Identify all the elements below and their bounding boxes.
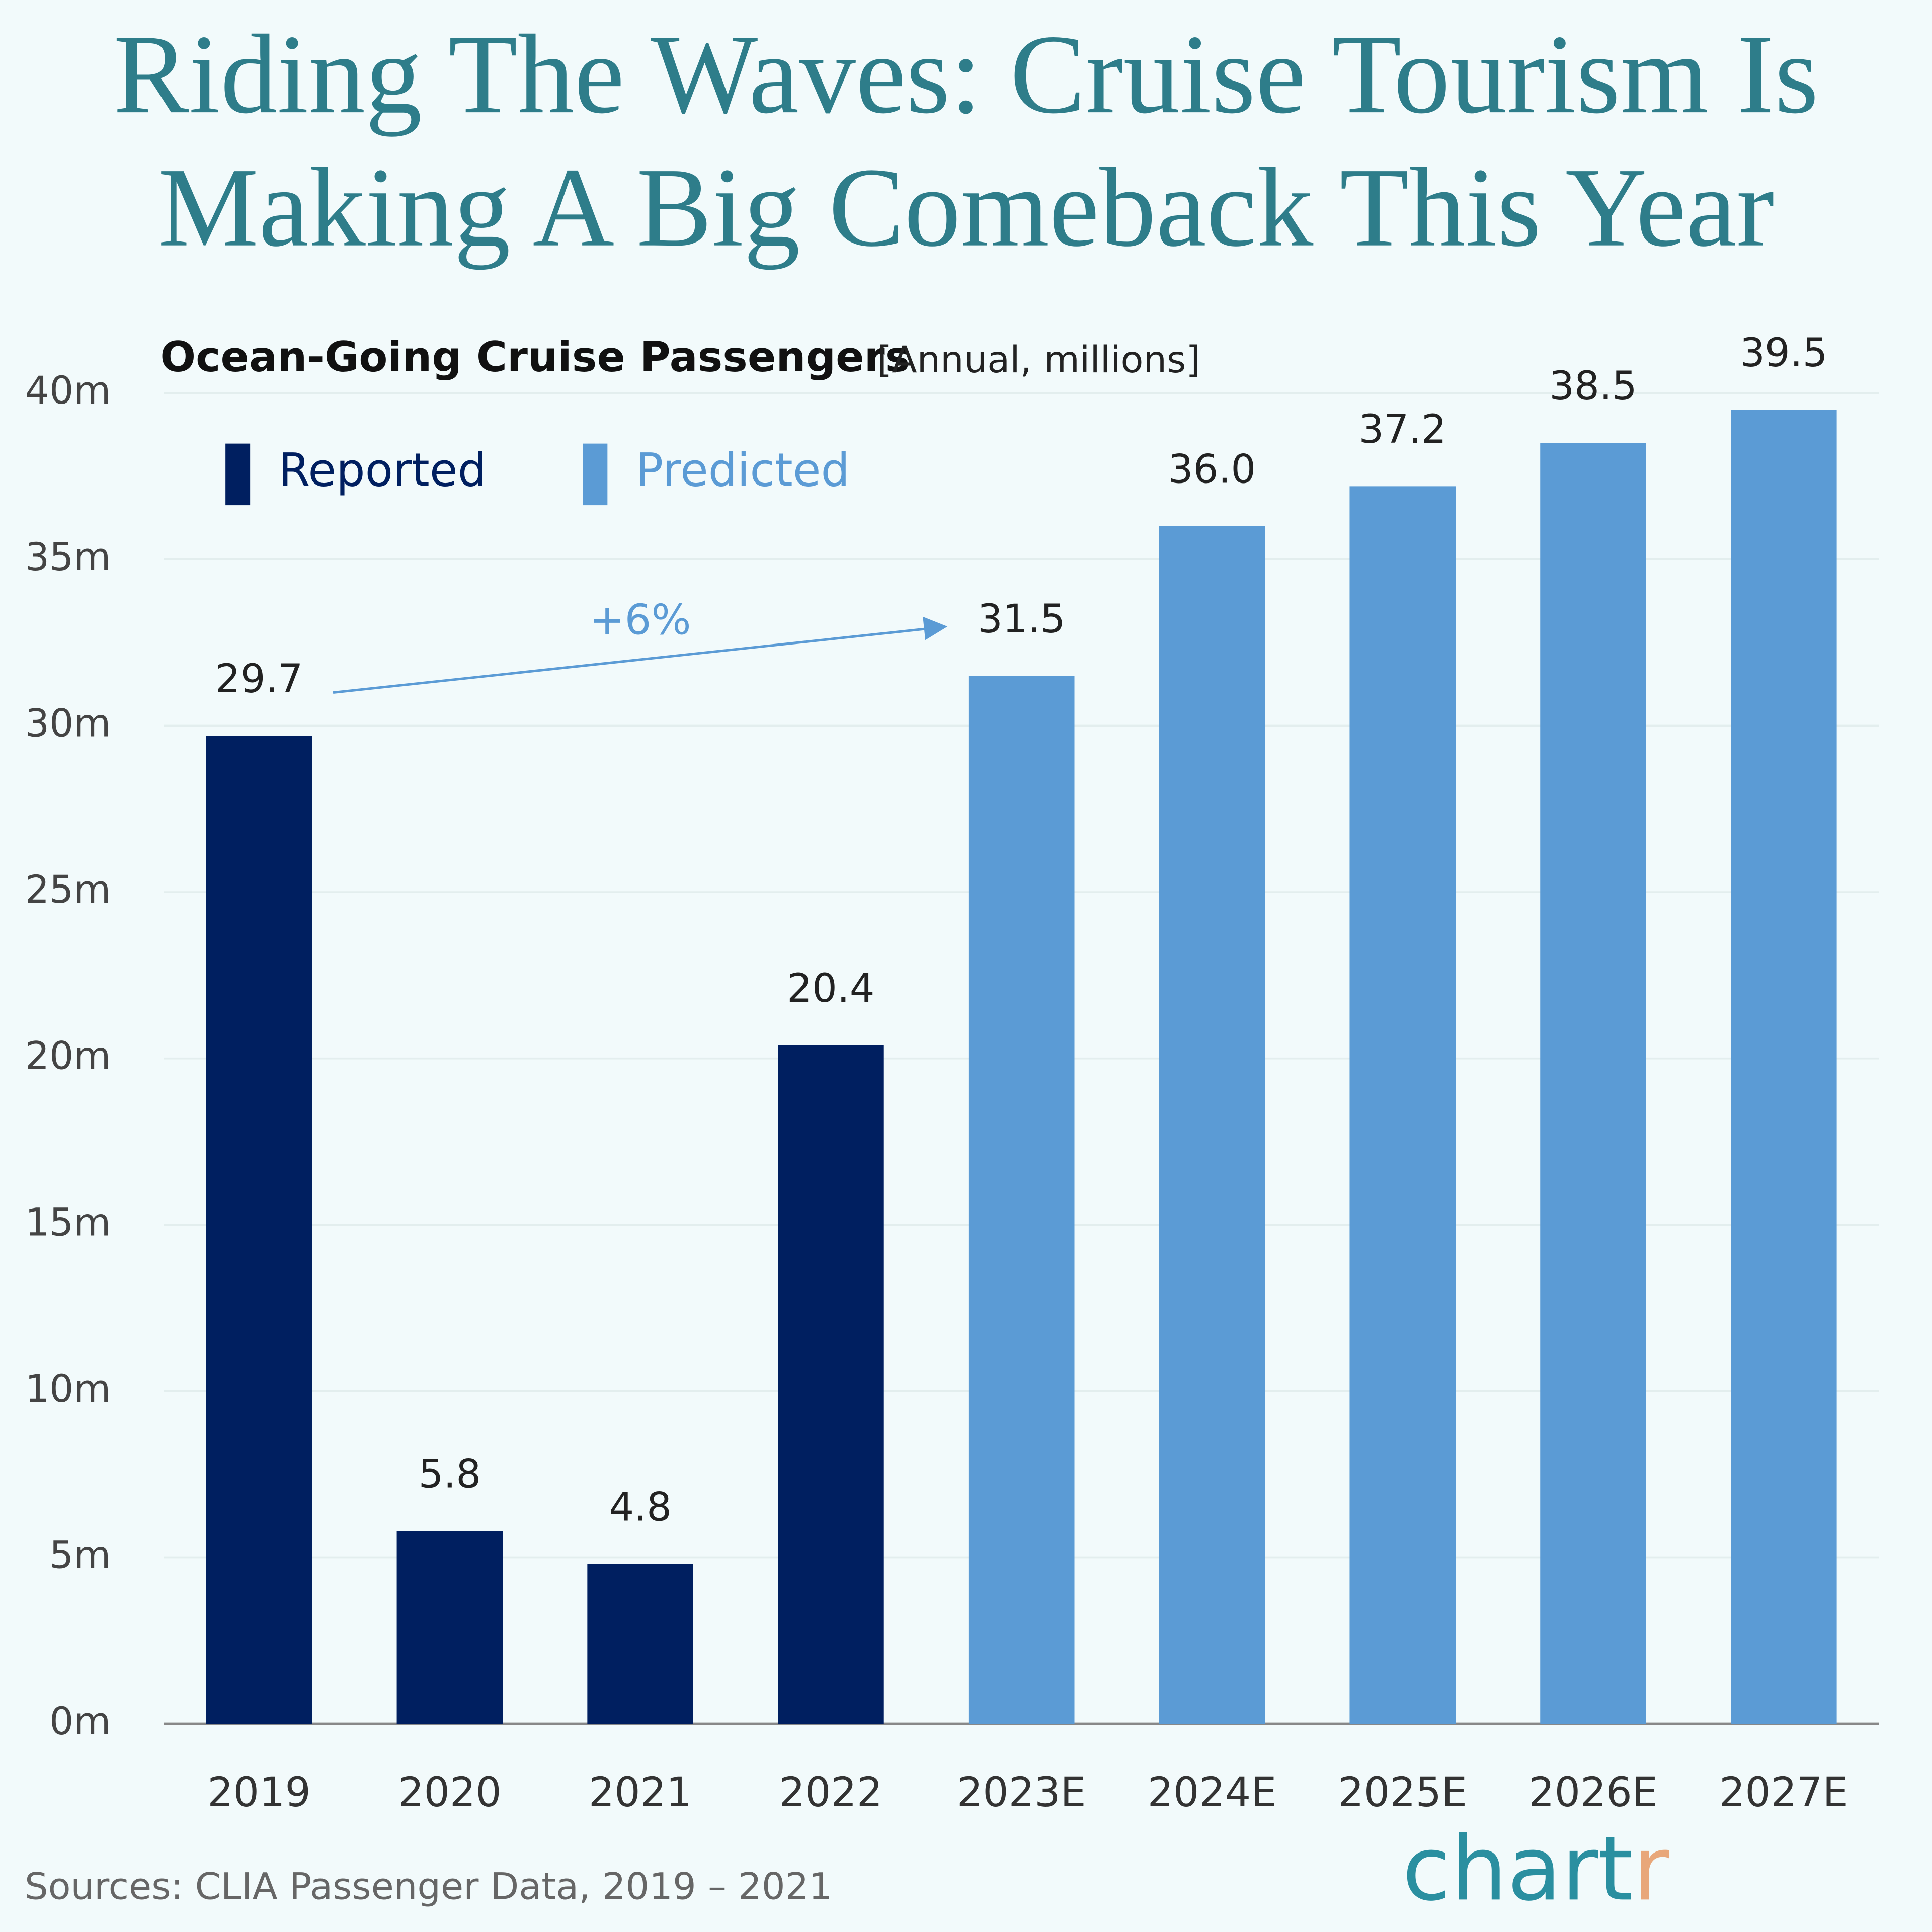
y-tick-label: 0m	[49, 1699, 111, 1743]
x-tick-label: 2025E	[1338, 1769, 1467, 1816]
value-label: 38.5	[1549, 363, 1637, 409]
x-tick-label: 2022	[779, 1769, 883, 1816]
chart-subtitle: Ocean-Going Cruise Passengers	[160, 333, 910, 381]
value-label: 5.8	[419, 1451, 481, 1497]
x-tick-label: 2019	[207, 1769, 311, 1816]
value-label: 36.0	[1168, 446, 1256, 492]
bar	[206, 736, 312, 1724]
source: Sources: CLIA Passenger Data, 2019 – 202…	[25, 1865, 832, 1908]
annotation: +6%	[590, 595, 691, 644]
annotation-arrow	[333, 627, 931, 694]
bar	[1159, 526, 1265, 1724]
value-label: 39.5	[1740, 330, 1827, 376]
value-label: 20.4	[787, 965, 874, 1011]
bar	[587, 1564, 693, 1724]
x-tick-label: 2021	[589, 1769, 692, 1816]
x-tick-label: 2027E	[1719, 1769, 1848, 1816]
bar	[968, 676, 1075, 1724]
y-tick-label: 5m	[49, 1533, 111, 1577]
x-tick-label: 2020	[398, 1769, 502, 1816]
value-label: 29.7	[215, 656, 303, 702]
x-tick-label: 2024E	[1148, 1769, 1277, 1816]
bar	[1731, 410, 1837, 1724]
chart-title: Riding The Waves: Cruise Tourism Is	[113, 11, 1818, 137]
y-tick-label: 10m	[25, 1366, 111, 1411]
y-tick-label: 20m	[25, 1034, 111, 1078]
y-tick-label: 35m	[25, 535, 111, 579]
legend-label: Predicted	[636, 444, 850, 497]
y-tick-label: 25m	[25, 867, 111, 912]
bar	[396, 1531, 503, 1724]
x-tick-label: 2023E	[957, 1769, 1086, 1816]
brand-accent: r	[1633, 1817, 1669, 1921]
y-tick-label: 40m	[25, 368, 111, 413]
unit-label: [Annual, millions]	[877, 339, 1200, 381]
brand: chartr	[1402, 1817, 1669, 1921]
value-label: 31.5	[978, 596, 1065, 642]
bar	[1349, 486, 1456, 1724]
legend-swatch	[225, 443, 251, 506]
y-tick-label: 30m	[25, 701, 111, 745]
bar	[1540, 443, 1646, 1724]
bar	[778, 1045, 884, 1724]
arrow-head	[923, 616, 948, 640]
value-label: 4.8	[609, 1484, 672, 1530]
y-tick-label: 15m	[25, 1200, 111, 1244]
legend-swatch	[583, 443, 608, 506]
value-label: 37.2	[1359, 407, 1446, 452]
legend-label: Reported	[278, 444, 487, 497]
chart-title: Making A Big Comeback This Year	[158, 144, 1775, 270]
x-tick-label: 2026E	[1528, 1769, 1658, 1816]
brand-main: chart	[1402, 1817, 1633, 1921]
